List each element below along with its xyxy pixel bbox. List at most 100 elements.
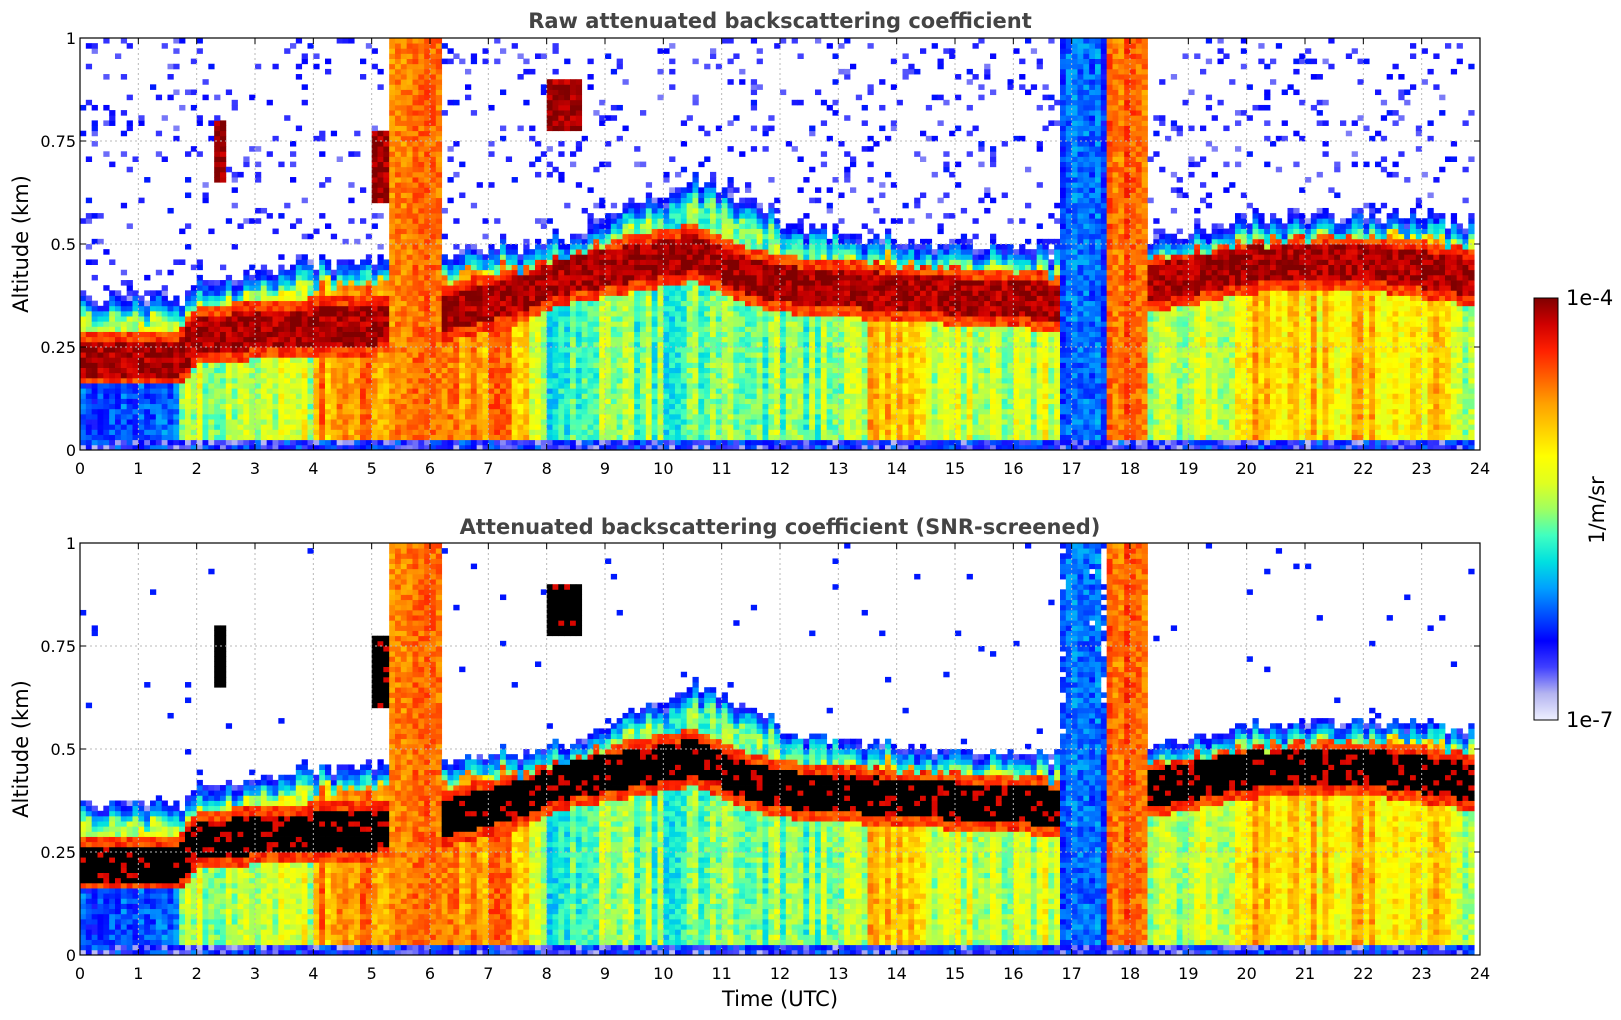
heatmap-cell	[272, 362, 279, 368]
heatmap-cell	[424, 223, 431, 229]
heatmap-cell	[663, 362, 670, 368]
heatmap-cell	[395, 362, 402, 368]
heatmap-cell	[400, 68, 408, 75]
heatmap-cell	[185, 177, 192, 183]
heatmap-cell	[173, 383, 180, 389]
heatmap-cell	[435, 321, 443, 327]
heatmap-cell	[669, 321, 676, 327]
heatmap-cell	[301, 280, 308, 286]
heatmap-cell	[295, 125, 303, 132]
heatmap-cell	[488, 434, 495, 441]
heatmap-cell	[552, 274, 559, 281]
heatmap-cell	[249, 326, 256, 332]
heatmap-cell	[610, 424, 618, 430]
heatmap-cell	[435, 285, 443, 291]
heatmap-cell	[593, 295, 600, 302]
heatmap-cell	[610, 388, 618, 394]
heatmap-cell	[628, 300, 635, 307]
heatmap-cell	[546, 434, 553, 441]
heatmap-cell	[651, 244, 658, 250]
heatmap-cell	[103, 403, 110, 410]
heatmap-cell	[214, 419, 221, 425]
heatmap-cell	[167, 341, 174, 348]
heatmap-cell	[581, 398, 588, 405]
heatmap-cell	[680, 388, 688, 394]
heatmap-cell	[115, 403, 122, 410]
heatmap-cell	[482, 336, 489, 343]
heatmap-cell	[109, 408, 116, 415]
heatmap-cell	[196, 434, 203, 441]
heatmap-cell	[400, 79, 408, 85]
heatmap-cell	[103, 341, 110, 348]
heatmap-cell	[435, 84, 443, 90]
heatmap-cell	[185, 372, 192, 379]
heatmap-cell	[266, 285, 273, 291]
heatmap-cell	[500, 444, 507, 450]
heatmap-cell	[412, 372, 419, 379]
heatmap-cell	[575, 182, 583, 188]
heatmap-cell	[220, 429, 227, 435]
heatmap-cell	[552, 352, 559, 358]
heatmap-cell	[686, 274, 693, 281]
heatmap-cell	[418, 166, 425, 173]
heatmap-cell	[558, 125, 565, 132]
heatmap-cell	[243, 316, 250, 322]
heatmap-cell	[400, 362, 408, 368]
heatmap-cell	[435, 130, 443, 137]
heatmap-cell	[488, 439, 495, 446]
heatmap-cell	[371, 403, 378, 410]
heatmap-cell	[389, 177, 396, 183]
heatmap-cell	[435, 192, 443, 199]
heatmap-cell	[505, 274, 513, 281]
heatmap-cell	[354, 238, 361, 245]
heatmap-cell	[657, 429, 664, 435]
heatmap-cell	[377, 429, 384, 435]
heatmap-cell	[400, 63, 408, 70]
heatmap-cell	[517, 321, 524, 327]
heatmap-cell	[412, 84, 419, 90]
heatmap-cell	[570, 429, 577, 435]
heatmap-cell	[459, 398, 466, 405]
heatmap-cell	[511, 413, 518, 420]
heatmap-cell	[494, 419, 501, 425]
heatmap-cell	[680, 305, 688, 312]
heatmap-cell	[301, 197, 308, 204]
heatmap-cell	[482, 429, 489, 435]
heatmap-cell	[669, 305, 676, 312]
heatmap-cell	[185, 403, 192, 410]
heatmap-cell	[406, 439, 413, 446]
heatmap-cell	[109, 310, 116, 317]
heatmap-cell	[85, 439, 93, 446]
heatmap-cell	[418, 228, 425, 235]
heatmap-cell	[406, 403, 413, 410]
heatmap-cell	[616, 362, 623, 368]
heatmap-cell	[453, 305, 460, 312]
heatmap-cell	[208, 316, 215, 322]
heatmap-cell	[371, 125, 378, 132]
heatmap-cell	[255, 326, 262, 332]
heatmap-cell	[552, 43, 559, 49]
heatmap-cell	[144, 362, 151, 368]
heatmap-cell	[109, 372, 116, 379]
heatmap-cell	[657, 202, 664, 209]
heatmap-cell	[511, 362, 518, 368]
heatmap-cell	[225, 377, 233, 384]
heatmap-cell	[459, 434, 466, 441]
heatmap-cell	[610, 274, 618, 281]
heatmap-cell	[570, 347, 577, 353]
heatmap-cell	[126, 290, 133, 296]
heatmap-cell	[435, 68, 443, 75]
heatmap-cell	[255, 300, 262, 307]
heatmap-cell	[500, 48, 507, 54]
heatmap-cell	[447, 434, 454, 441]
heatmap-cell	[587, 84, 594, 90]
heatmap-cell	[435, 213, 443, 219]
heatmap-cell	[441, 434, 448, 441]
heatmap-cell	[389, 403, 396, 410]
heatmap-cell	[500, 89, 507, 96]
heatmap-cell	[465, 403, 472, 410]
heatmap-cell	[173, 367, 180, 374]
heatmap-cell	[680, 316, 688, 322]
heatmap-cell	[663, 393, 670, 399]
heatmap-cell	[255, 403, 262, 410]
